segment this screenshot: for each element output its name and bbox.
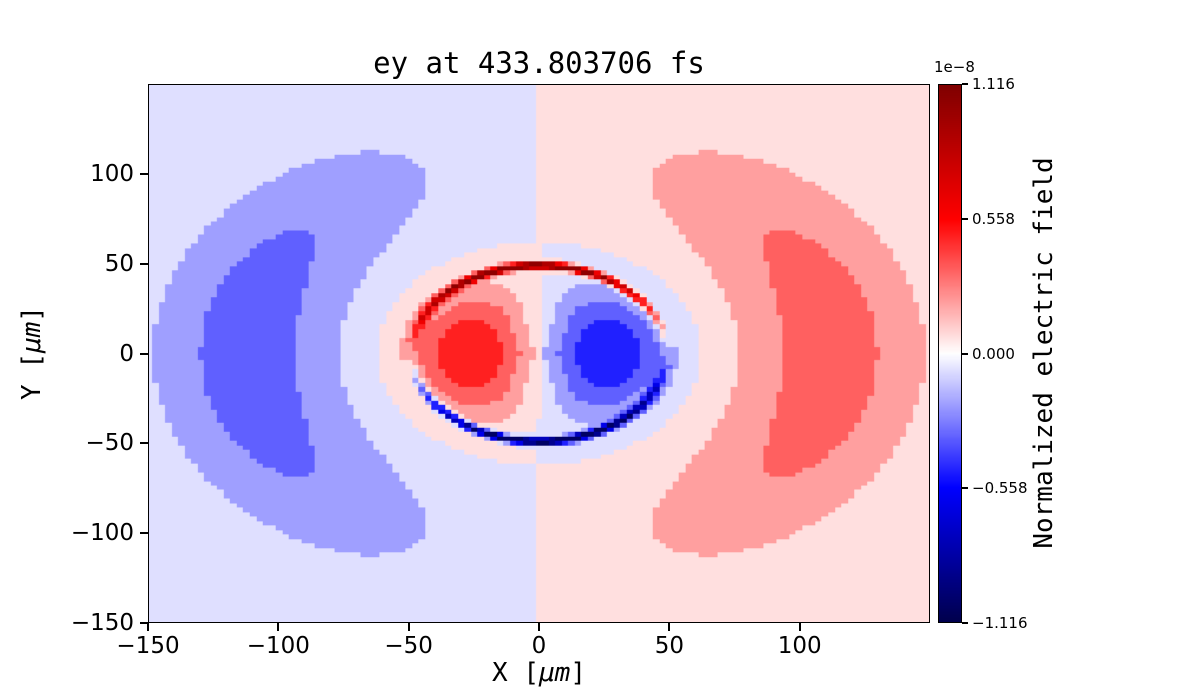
colorbar-tick-label: −1.116 (972, 614, 1028, 632)
colorbar-tick-mark (962, 83, 968, 85)
y-tick-label: −150 (70, 610, 134, 636)
colorbar-tick-mark (962, 622, 968, 624)
y-tick-mark (140, 622, 148, 624)
y-tick-mark (140, 262, 148, 265)
colorbar-tick-label: 1.116 (972, 75, 1015, 93)
x-axis-label-post: ] (570, 658, 586, 688)
y-axis-label-math: μm (17, 321, 47, 353)
colorbar (938, 84, 962, 623)
y-tick-mark (140, 172, 148, 175)
x-tick-mark (668, 623, 671, 631)
colorbar-tick-label: −0.558 (972, 479, 1028, 498)
y-tick-mark (140, 352, 148, 355)
plot-title: ey at 433.803706 fs (373, 46, 705, 80)
colorbar-tick-mark (962, 352, 968, 355)
x-axis-label-pre: X [ (492, 658, 539, 688)
y-tick-label: 50 (104, 250, 134, 277)
x-tick-mark (147, 623, 149, 631)
x-axis-label: X [μm] (148, 658, 930, 688)
x-tick-mark (798, 623, 801, 631)
x-tick-label: 50 (654, 633, 684, 659)
x-tick-label: 100 (777, 633, 822, 659)
y-tick-mark (140, 532, 148, 535)
colorbar-tick-mark (962, 217, 968, 220)
x-tick-mark (407, 623, 410, 631)
axes-area (148, 84, 930, 623)
x-tick-mark (277, 623, 280, 631)
colorbar-ticks: 1.116 0.558 0.000 −0.558 −1.116 (962, 75, 1042, 632)
colorbar-gradient-canvas (939, 85, 961, 622)
y-axis-label: Y [μm] (17, 306, 47, 400)
y-tick-label: 100 (90, 160, 134, 187)
colorbar-tick-label: 0.558 (972, 209, 1015, 228)
colorbar-label: Normalized electric field (1029, 157, 1059, 549)
colorbar-tick-label: 0.000 (972, 344, 1015, 363)
x-axis-ticks: −150 −100 −50 0 50 100 (116, 623, 930, 668)
y-tick-label: −100 (70, 520, 134, 547)
y-axis-label-pre: Y [ (17, 353, 47, 400)
colorbar-tick-mark (962, 487, 968, 490)
y-tick-label: −50 (85, 430, 134, 457)
colorbar-offset-label: 1e−8 (934, 58, 975, 76)
y-axis-ticks: −150 −100 −50 0 50 100 (0, 84, 148, 636)
x-tick-label: −150 (116, 633, 180, 659)
x-tick-label: 0 (531, 633, 547, 659)
x-tick-label: −100 (246, 633, 310, 659)
y-axis-label-post: ] (17, 306, 47, 322)
y-tick-mark (140, 442, 148, 445)
x-tick-mark (538, 623, 540, 631)
x-axis-label-math: μm (539, 658, 571, 688)
field-heatmap-canvas (149, 85, 929, 622)
y-tick-label: 0 (119, 340, 134, 367)
x-tick-label: −50 (384, 633, 433, 659)
